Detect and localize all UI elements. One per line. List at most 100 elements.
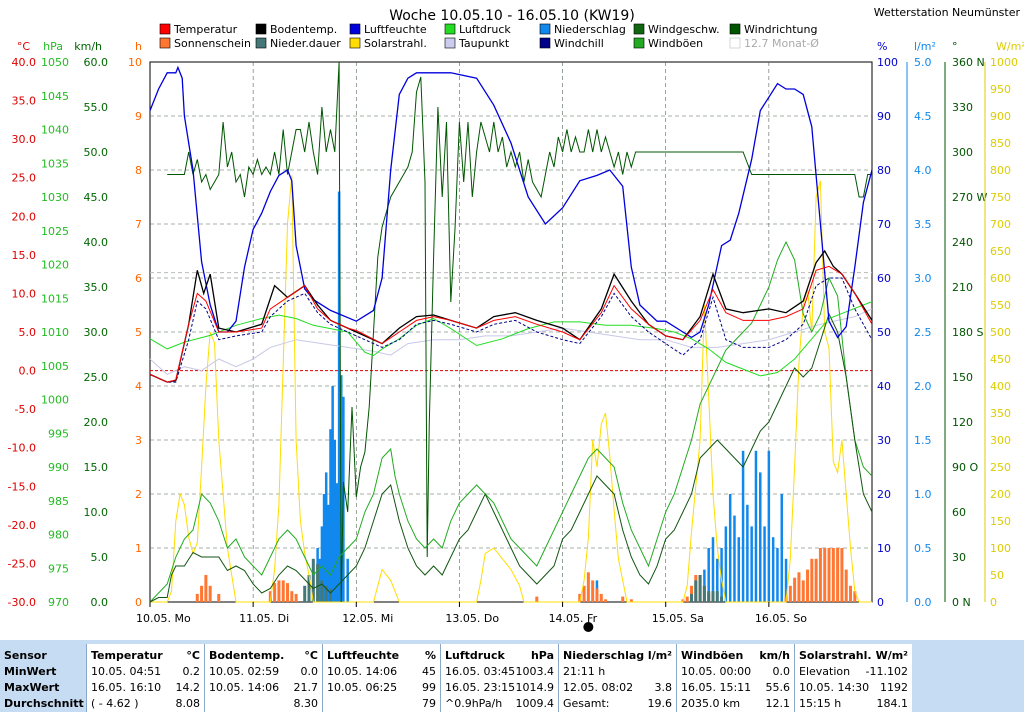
bar-sonnenschein-40 xyxy=(827,548,831,602)
right-axis-tick-3-18: 100 xyxy=(990,542,1011,555)
bar-sonnenschein-7 xyxy=(277,580,281,602)
left-axis-tick-3-5: 5 xyxy=(135,326,142,339)
bar-niederdauer-13 xyxy=(715,591,719,602)
stats-cell-value: 1003.4 xyxy=(515,665,555,678)
left-axes: °C40.035.030.025.020.015.010.05.00.0-5.0… xyxy=(8,40,142,609)
right-axis-tick-2-9: 90 O xyxy=(952,461,978,474)
bar-niederdauer-6 xyxy=(329,588,332,602)
stats-label-sensor: Sensor xyxy=(4,649,47,662)
stats-cell-label: ( - 4.62 ) xyxy=(91,697,139,710)
left-axis-tick-1-4: 1030 xyxy=(41,191,69,204)
bar-niederschlag-34 xyxy=(776,548,779,602)
x-axis: 10.05. Mo 11.05. Di 12.05. Mi 13.05. Do 14.0… xyxy=(136,602,807,632)
day-label-3: 13.05. Do xyxy=(445,612,499,625)
stats-row-0-2: ( - 4.62 ) 8.08 xyxy=(91,696,200,712)
right-axis-tick-2-11: 30 xyxy=(952,551,966,564)
legend-label-1: Bodentemp. xyxy=(270,23,337,36)
bar-sonnenschein-33 xyxy=(797,572,801,602)
stats-row-2-0: 10.05. 14:06 45 xyxy=(327,664,436,680)
left-axis-tick-0-12: -20.0 xyxy=(8,519,36,532)
stats-cell-value: % xyxy=(424,649,436,662)
left-axis-tick-1-9: 1005 xyxy=(41,360,69,373)
stats-cell-value: km/h xyxy=(759,649,790,662)
stats-cell-value: 0.2 xyxy=(182,665,201,678)
left-axis-tick-3-9: 1 xyxy=(135,542,142,555)
bar-niederdauer-7 xyxy=(690,593,693,602)
day-label-1: 11.05. Di xyxy=(239,612,289,625)
left-axis-tick-2-3: 45.0 xyxy=(84,191,109,204)
bar-sonnenschein-23 xyxy=(685,596,689,602)
left-axis-unit-2: km/h xyxy=(74,40,102,53)
stats-cell-value: 21.7 xyxy=(293,681,319,694)
bar-sonnenschein-13 xyxy=(578,593,582,602)
left-axis-tick-0-11: -15.0 xyxy=(8,480,36,493)
bar-niederschlag-5 xyxy=(324,472,328,602)
bar-niederschlag-2 xyxy=(318,558,322,602)
stats-cell-label: 21:11 h xyxy=(563,665,606,678)
bar-sonnenschein-46 xyxy=(853,591,857,602)
right-axis-tick-3-14: 300 xyxy=(990,434,1011,447)
bar-niederschlag-21 xyxy=(720,548,723,602)
weather-chart-canvas: Woche 10.05.10 - 16.05.10 (KW19) Wetters… xyxy=(8,6,1024,632)
stats-row-labels: Sensor MinWert MaxWert Durchschnitt xyxy=(0,644,86,712)
right-axis-tick-2-5: 210 xyxy=(952,281,973,294)
left-axis-tick-1-0: 1050 xyxy=(41,56,69,69)
left-axis-tick-3-8: 2 xyxy=(135,488,142,501)
left-axis-tick-2-5: 35.0 xyxy=(84,281,109,294)
right-axis-tick-3-15: 250 xyxy=(990,461,1011,474)
stats-cell-label: 16.05. 15:11 xyxy=(681,681,752,694)
right-axis-tick-1-7: 1.5 xyxy=(914,434,932,447)
stats-label-avg: Durchschnitt xyxy=(4,697,84,710)
day-label-4: 14.05. Fr xyxy=(549,612,598,625)
legend-label-11: Windchill xyxy=(554,37,604,50)
left-axis-tick-1-7: 1015 xyxy=(41,292,69,305)
bar-niederdauer-0 xyxy=(303,585,307,602)
left-axis-unit-0: °C xyxy=(17,40,31,53)
bar-sonnenschein-20 xyxy=(621,596,625,602)
legend-label-0: Temperatur xyxy=(173,23,238,36)
bar-niederschlag-4 xyxy=(322,494,326,602)
stats-row-0-header: Temperatur °C xyxy=(91,648,200,664)
left-axis-tick-2-12: 0.0 xyxy=(91,596,109,609)
station-name: Wetterstation Neumünster xyxy=(874,6,1021,19)
stats-cell-value: 19.6 xyxy=(647,697,673,710)
bar-sonnenschein-37 xyxy=(814,558,818,602)
bar-niederschlag-23 xyxy=(728,494,732,602)
bar-sonnenschein-4 xyxy=(217,593,221,602)
bar-niederschlag-33 xyxy=(771,537,775,602)
stats-cell-label: Bodentemp. xyxy=(209,649,285,662)
right-axis-tick-1-9: 0.5 xyxy=(914,542,932,555)
bar-niederdauer-12 xyxy=(711,591,715,602)
left-axis-tick-3-0: 10 xyxy=(128,56,142,69)
left-axis-tick-2-2: 50.0 xyxy=(84,146,109,159)
bar-sonnenschein-15 xyxy=(586,572,590,602)
right-axis-tick-2-12: 0 N xyxy=(952,596,971,609)
right-axis-tick-2-6: 180 S xyxy=(952,326,983,339)
legend-swatch-5 xyxy=(633,23,645,35)
bar-sonnenschein-14 xyxy=(582,585,586,602)
day-label-6: 16.05. So xyxy=(755,612,807,625)
stats-cell-value: °C xyxy=(304,649,318,662)
series-solarstrahl-line xyxy=(150,175,872,603)
right-axis-tick-0-4: 60 xyxy=(877,272,891,285)
bar-niederschlag-29 xyxy=(754,450,758,602)
left-axis-tick-1-10: 1000 xyxy=(41,394,69,407)
stats-cell-label: Temperatur xyxy=(91,649,163,662)
left-axis-tick-1-3: 1035 xyxy=(41,157,69,170)
right-axis-tick-3-16: 200 xyxy=(990,488,1011,501)
right-axis-tick-1-5: 2.5 xyxy=(914,326,932,339)
right-axis-unit-2: ° xyxy=(952,40,958,53)
legend-label-13: 12.7 Monat-Ø xyxy=(744,37,819,50)
stats-cell-label: Windböen xyxy=(681,649,744,662)
bar-sonnenschein-31 xyxy=(788,585,792,602)
stats-cell-label: 10.05. 14:06 xyxy=(327,665,398,678)
left-axis-tick-0-0: 40.0 xyxy=(12,56,37,69)
stats-cell-value: 0.0 xyxy=(772,665,791,678)
legend-swatch-1 xyxy=(255,23,267,35)
stats-row-0-1: 16.05. 16:10 14.2 xyxy=(91,680,200,696)
right-axis-tick-3-3: 850 xyxy=(990,137,1011,150)
bar-niederschlag-24 xyxy=(733,515,736,602)
stats-row-2-header: Luftfeuchte% xyxy=(327,648,436,664)
left-axis-tick-3-7: 3 xyxy=(135,434,142,447)
